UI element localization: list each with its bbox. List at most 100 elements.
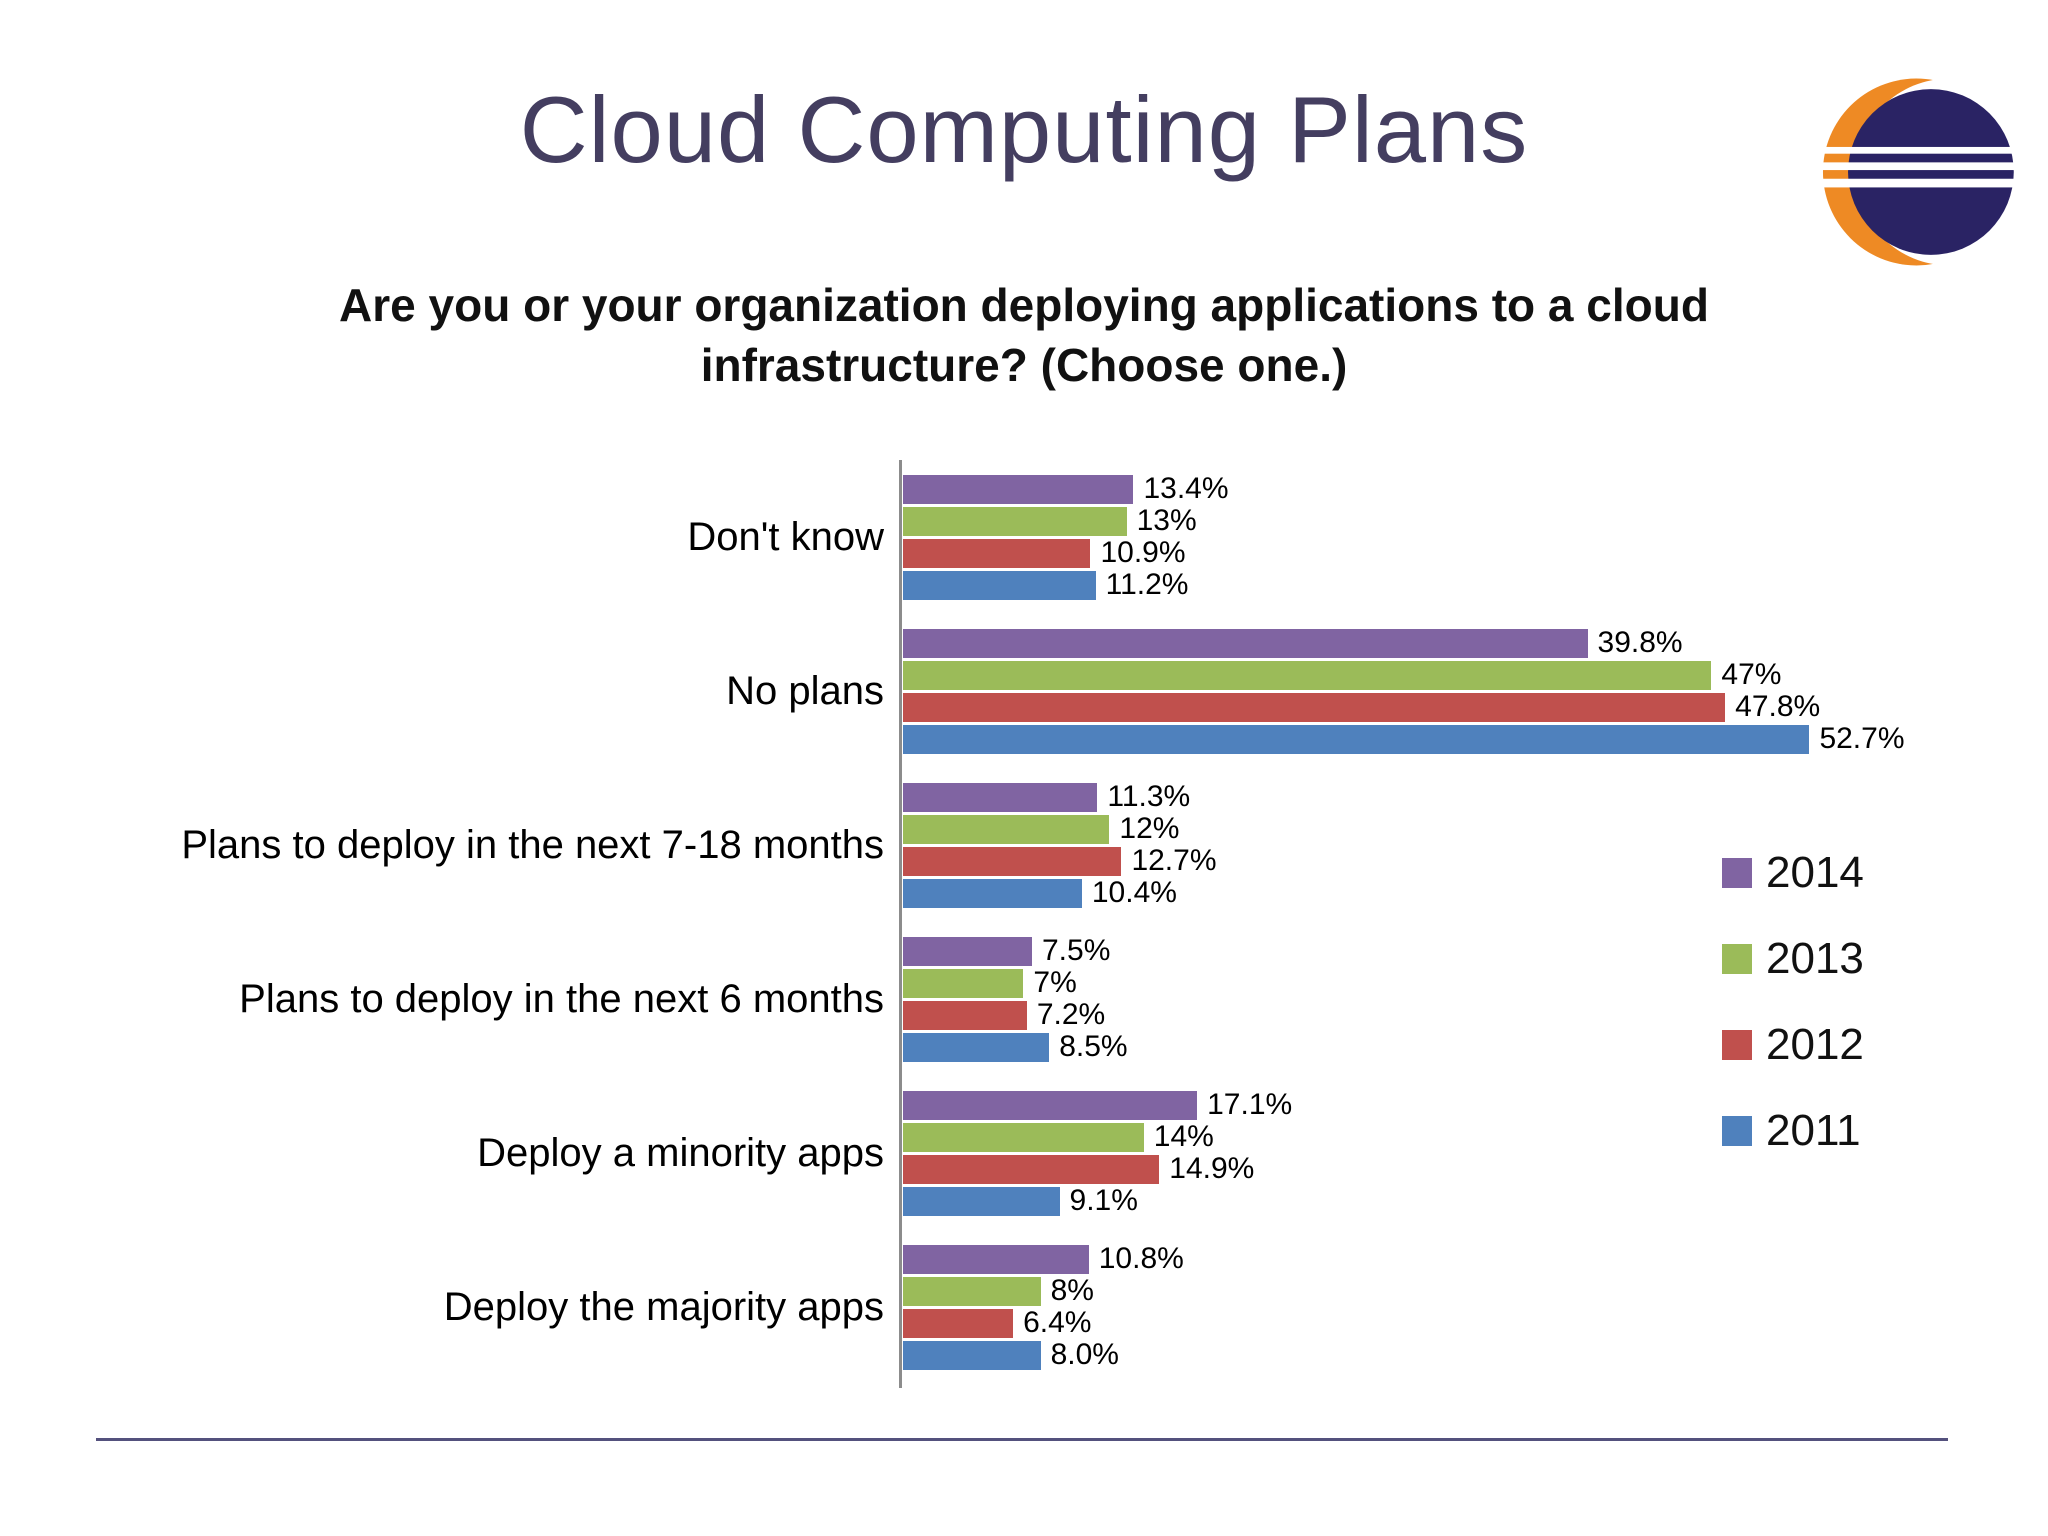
bar-2014 [903,1244,1089,1274]
bar-2014 [903,628,1588,658]
bar-line: 13.4% [903,472,1229,505]
bar-line: 14.9% [903,1152,1292,1185]
category-row: Deploy the majority apps 10.8% 8% 6.4% 8.0% [0,1230,2048,1384]
bar-value-label: 6.4% [1023,1306,1092,1339]
legend-item-2014: 2014 [1722,848,1864,898]
bar-line: 7.5% [903,934,1128,967]
footer-divider [96,1438,1948,1441]
bar-2012 [903,538,1091,568]
bar-value-label: 17.1% [1207,1088,1293,1121]
bar-value-label: 9.1% [1069,1184,1138,1217]
bar-value-label: 12% [1119,812,1180,845]
bar-line: 8.5% [903,1030,1128,1063]
category-label: Plans to deploy in the next 6 months [239,977,884,1021]
bar-value-label: 12.7% [1131,844,1217,877]
eclipse-logo-graphic [1822,78,2043,266]
bar-2011 [903,570,1096,600]
bar-line: 7.2% [903,998,1128,1031]
bar-value-label: 14% [1153,1120,1214,1153]
bar-value-label: 7.5% [1042,934,1111,967]
legend: 2014 2013 2012 2011 [1722,848,1864,1156]
bar-line: 52.7% [903,722,1905,755]
bar-value-label: 11.3% [1107,780,1191,813]
legend-swatch [1722,858,1752,888]
category-label: Don't know [687,515,884,559]
legend-label: 2012 [1766,1020,1864,1069]
bar-value-label: 13.4% [1143,472,1229,505]
legend-item-2012: 2012 [1722,1020,1864,1070]
bar-2013 [903,506,1127,536]
bar-value-label: 8.5% [1059,1030,1128,1063]
chart-subtitle: Are you or your organization deploying a… [339,279,1709,391]
bar-value-label: 47% [1721,658,1782,691]
bar-line: 8% [903,1274,1184,1307]
category-axis-line [899,460,902,1388]
legend-swatch [1722,1030,1752,1060]
bar-line: 10.4% [903,876,1217,909]
bar-group: 7.5% 7% 7.2% 8.5% [903,934,1128,1063]
bar-2012 [903,1308,1014,1338]
bar-value-label: 11.2% [1105,568,1189,601]
bar-value-label: 10.9% [1100,536,1186,569]
legend-swatch [1722,944,1752,974]
legend-item-2013: 2013 [1722,934,1864,984]
bar-line: 14% [903,1120,1292,1153]
bar-line: 11.2% [903,568,1229,601]
bar-2011 [903,878,1082,908]
bar-value-label: 8.0% [1050,1338,1119,1371]
bar-2014 [903,474,1134,504]
legend-label: 2013 [1766,934,1864,983]
bar-line: 8.0% [903,1338,1184,1371]
bar-value-label: 10.8% [1098,1242,1184,1275]
bar-value-label: 52.7% [1819,722,1905,755]
category-row: No plans 39.8% 47% 47.8% 52.7% [0,614,2048,768]
legend-label: 2014 [1766,848,1864,897]
legend-label: 2011 [1766,1106,1861,1155]
bar-2011 [903,1032,1050,1062]
bar-2011 [903,1340,1041,1370]
bar-group: 10.8% 8% 6.4% 8.0% [903,1242,1184,1371]
bar-2011 [903,724,1810,754]
bar-value-label: 7.2% [1036,998,1106,1031]
category-label: Deploy the majority apps [443,1285,884,1329]
category-row: Deploy a minority apps 17.1% 14% 14.9% 9.1% [0,1076,2048,1230]
category-label: No plans [726,669,884,713]
bar-2012 [903,692,1726,722]
bar-line: 13% [903,504,1229,537]
bar-2012 [903,1000,1027,1030]
bar-line: 6.4% [903,1306,1184,1339]
bar-2013 [903,1276,1041,1306]
category-label: Deploy a minority apps [477,1131,884,1175]
bar-line: 11.3% [903,780,1217,813]
eclipse-logo [1822,66,2043,278]
bar-group: 11.3% 12% 12.7% 10.4% [903,780,1217,909]
bar-line: 7% [903,966,1128,999]
bar-group: 17.1% 14% 14.9% 9.1% [903,1088,1293,1217]
bar-value-label: 8% [1050,1274,1094,1307]
bar-2014 [903,1090,1198,1120]
page-title: Cloud Computing Plans [519,77,1529,182]
category-row: Don't know 13.4% 13% 10.9% 11.2% [0,460,2048,614]
bar-line: 47.8% [903,690,1905,723]
category-row: Plans to deploy in the next 7-18 months 1… [0,768,2048,922]
bar-line: 47% [903,658,1905,691]
bar-2013 [903,1122,1144,1152]
bar-chart: Don't know 13.4% 13% 10.9% 11.2% No plans 39.8… [0,460,2048,1384]
bar-line: 10.9% [903,536,1229,569]
bar-value-label: 47.8% [1735,690,1821,723]
bar-line: 17.1% [903,1088,1293,1121]
bar-2012 [903,846,1122,876]
category-label: Plans to deploy in the next 7-18 months [181,823,884,867]
bar-line: 12.7% [903,844,1217,877]
bar-2013 [903,814,1110,844]
bar-value-label: 14.9% [1169,1152,1255,1185]
legend-item-2011: 2011 [1722,1106,1864,1156]
bar-2013 [903,660,1712,690]
bar-2014 [903,936,1032,966]
bar-line: 12% [903,812,1217,845]
bar-2014 [903,782,1098,812]
bar-2011 [903,1186,1060,1216]
bar-line: 39.8% [903,626,1905,659]
category-row: Plans to deploy in the next 6 months 7.5%… [0,922,2048,1076]
bar-group: 39.8% 47% 47.8% 52.7% [903,626,1905,755]
